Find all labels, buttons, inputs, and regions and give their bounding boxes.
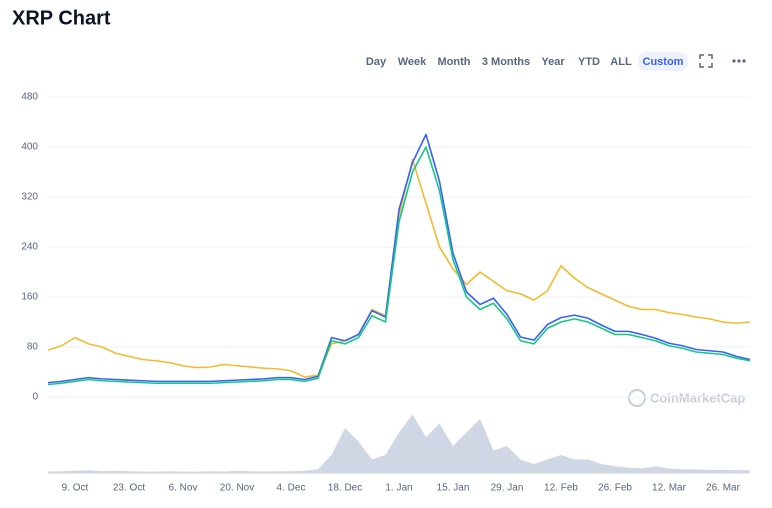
range-button-bg[interactable] — [638, 52, 688, 71]
range-button[interactable]: Day — [366, 56, 387, 68]
range-button[interactable]: Year — [541, 56, 565, 68]
dot[interactable] — [742, 59, 746, 63]
x-tick-label: 15. Jan — [437, 483, 470, 494]
price-line — [47, 146, 751, 386]
y-tick-label: 80 — [27, 342, 39, 353]
range-button[interactable]: 3 Months — [482, 56, 530, 68]
x-tick-label: 23. Oct — [113, 483, 145, 494]
x-tick-label: 20. Nov — [220, 483, 254, 494]
x-tick-label: 12. Feb — [544, 483, 578, 494]
x-tick-label: 6. Nov — [169, 483, 198, 494]
range-button[interactable]: ALL — [610, 56, 632, 68]
watermark-text: CoinMarketCap — [650, 390, 745, 405]
x-tick-label: 1. Jan — [385, 483, 412, 494]
y-tick-label: 400 — [21, 142, 38, 153]
range-button[interactable]: YTD — [578, 56, 600, 68]
x-tick-label: 26. Feb — [598, 483, 632, 494]
x-tick-label: 26. Mar — [706, 483, 741, 494]
y-tick-label: 480 — [21, 92, 38, 103]
x-tick-label: 12. Mar — [652, 483, 687, 494]
fullscreen-icon[interactable] — [699, 54, 713, 68]
fullscreen-icon-shape[interactable] — [699, 54, 713, 68]
page-title: XRP Chart — [12, 7, 111, 29]
y-tick-label: 320 — [21, 192, 38, 203]
price-line — [47, 133, 751, 384]
volume-area — [48, 414, 750, 473]
dot[interactable] — [732, 59, 736, 63]
x-tick-label: 9. Oct — [62, 483, 89, 494]
watermark: CoinMarketCap — [628, 389, 745, 407]
x-tick-label: 29. Jan — [491, 483, 524, 494]
watermark-logo — [628, 389, 646, 407]
y-tick-label: 160 — [21, 292, 38, 303]
y-tick-label: 240 — [21, 242, 38, 253]
range-button[interactable]: Custom — [643, 56, 684, 68]
range-button[interactable]: Week — [398, 56, 427, 68]
more-icon[interactable] — [732, 59, 746, 63]
dot[interactable] — [737, 59, 741, 63]
x-tick-label: 18. Dec — [328, 483, 362, 494]
price-line — [47, 158, 751, 378]
range-button[interactable]: Month — [438, 56, 471, 68]
y-tick-label: 0 — [32, 392, 38, 403]
x-tick-label: 4. Dec — [277, 483, 306, 494]
